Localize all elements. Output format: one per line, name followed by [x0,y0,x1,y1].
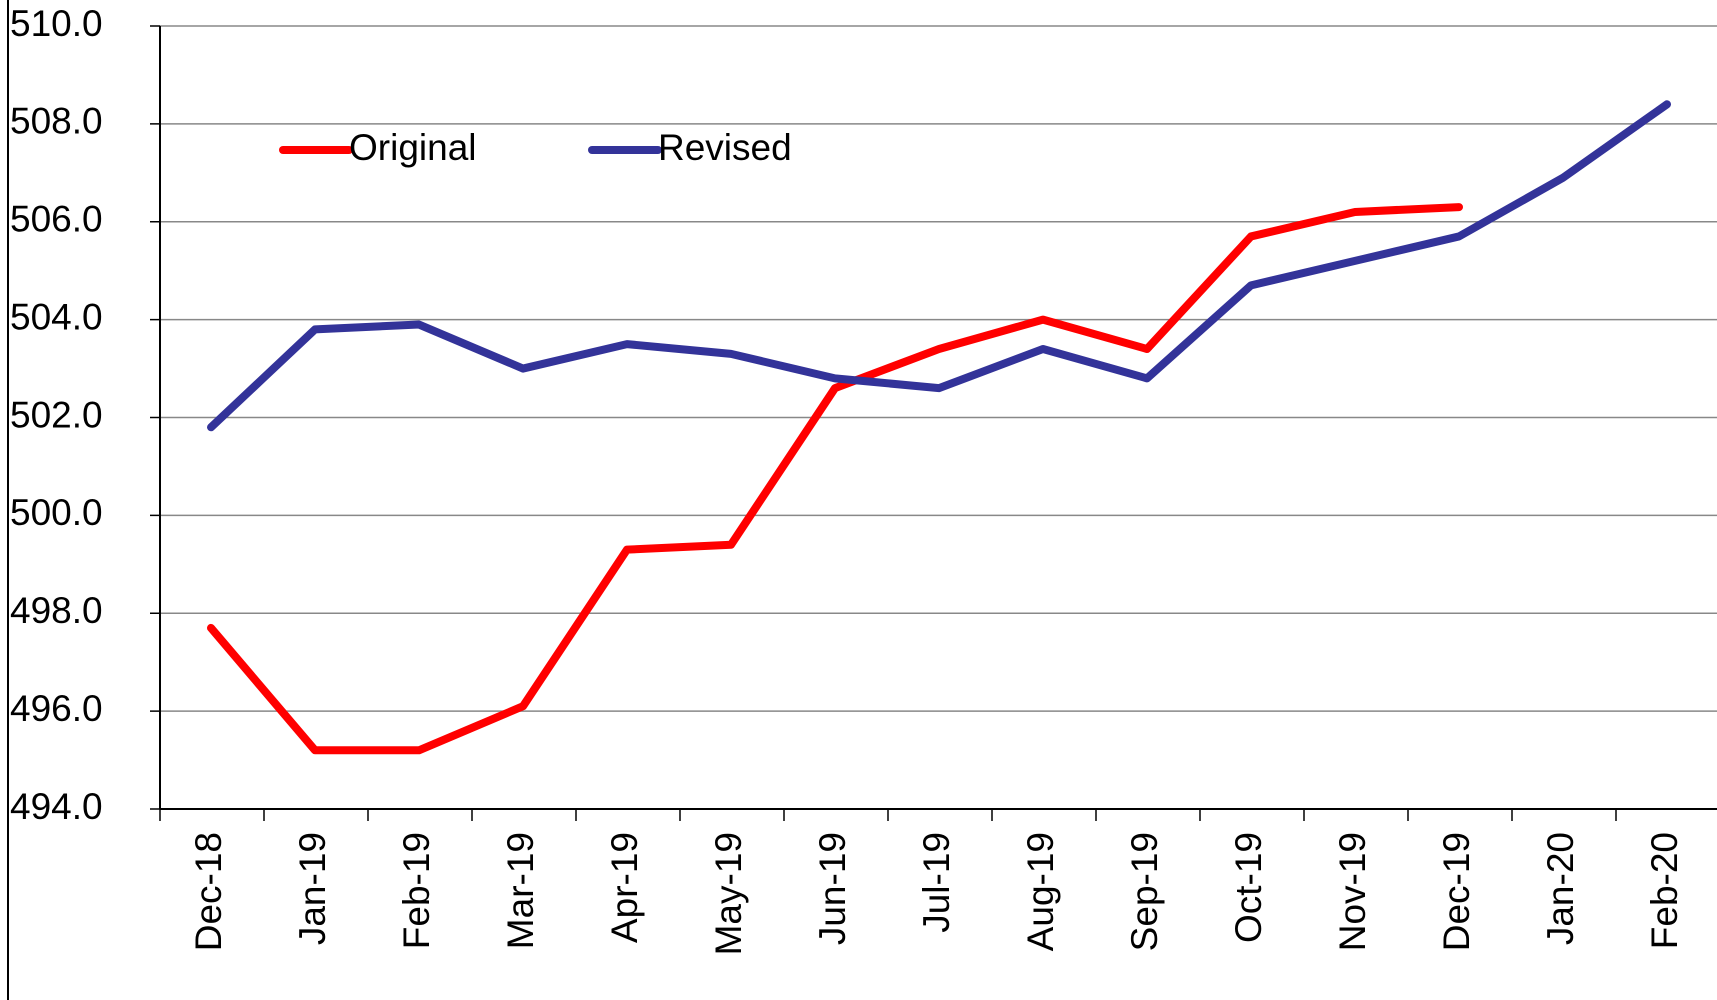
x-tick-label: Jul-19 [916,832,957,933]
y-tick-label: 504.0 [10,296,103,337]
x-tick-label: Apr-19 [604,832,645,943]
legend-label: Original [349,127,477,168]
y-tick-label: 510.0 [10,3,103,44]
series-line [207,100,1671,432]
x-tick-label: Aug-19 [1020,832,1061,951]
x-tick-label: Dec-19 [1436,832,1477,951]
legend-label: Revised [658,127,792,168]
y-tick-label: 498.0 [10,590,103,631]
x-tick-label: Mar-19 [500,832,541,949]
x-tick-label: Jan-19 [292,832,333,945]
y-tick-label: 496.0 [10,688,103,729]
y-tick-label: 508.0 [10,101,103,142]
x-tick-label: Jun-19 [812,832,853,945]
x-tick-label: Oct-19 [1228,832,1269,943]
y-tick-label: 502.0 [10,394,103,435]
series-line [207,203,1463,755]
y-tick-label: 494.0 [10,786,103,827]
x-tick-label: Feb-20 [1644,832,1685,949]
x-tick-label: Nov-19 [1332,832,1373,951]
y-tick-label: 506.0 [10,199,103,240]
x-tick-label: Jan-20 [1540,832,1581,945]
y-tick-label: 500.0 [10,492,103,533]
x-tick-label: Feb-19 [396,832,437,949]
x-tick-label: Sep-19 [1124,832,1165,951]
x-tick-label: May-19 [708,832,749,955]
x-tick-label: Dec-18 [188,832,229,951]
